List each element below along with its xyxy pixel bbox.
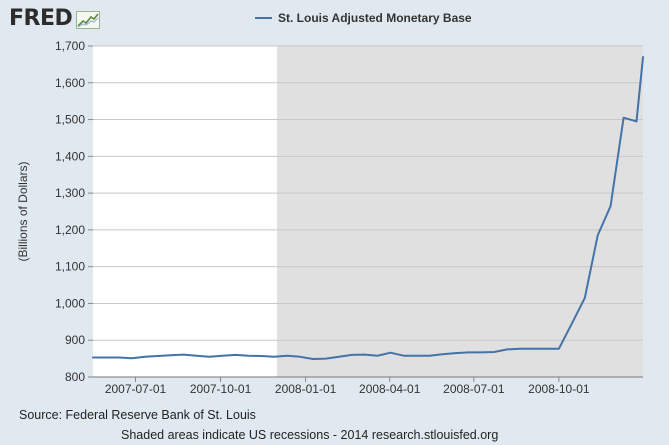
x-tick-label: 2008-04-01 — [359, 382, 421, 396]
y-tick-label: 1,500 — [55, 113, 85, 127]
chart-legend: St. Louis Adjusted Monetary Base — [255, 11, 472, 25]
y-tick-label: 1,300 — [55, 186, 85, 200]
fred-logo[interactable]: FRED — [9, 6, 101, 32]
x-tick-label: 2008-10-01 — [528, 382, 590, 396]
y-tick-label: 1,200 — [55, 223, 85, 237]
y-tick-label: 800 — [65, 370, 85, 384]
y-tick-label: 1,000 — [55, 296, 85, 310]
y-axis-label: (Billions of Dollars) — [16, 161, 30, 261]
y-tick-label: 1,600 — [55, 76, 85, 90]
recession-shading — [276, 46, 643, 377]
series-line — [92, 116, 638, 360]
y-tick-label: 900 — [65, 333, 85, 347]
logo-text: FRED — [9, 6, 73, 31]
y-tick-label: 1,400 — [55, 149, 85, 163]
y-tick-label: 1,100 — [55, 260, 85, 274]
source-note: Source: Federal Reserve Bank of St. Loui… — [19, 408, 256, 422]
recession-footnote: Shaded areas indicate US recessions - 20… — [121, 428, 499, 442]
x-tick-label: 2008-07-01 — [443, 382, 505, 396]
series-line — [635, 56, 644, 123]
legend-label: St. Louis Adjusted Monetary Base — [278, 11, 472, 25]
y-tick-label: 1,700 — [55, 39, 85, 53]
line-chart-icon — [76, 10, 101, 29]
x-tick-label: 2008-01-01 — [275, 382, 337, 396]
x-tick-label: 2007-07-01 — [105, 382, 167, 396]
x-tick-label: 2007-10-01 — [190, 382, 252, 396]
legend-swatch — [255, 17, 272, 19]
